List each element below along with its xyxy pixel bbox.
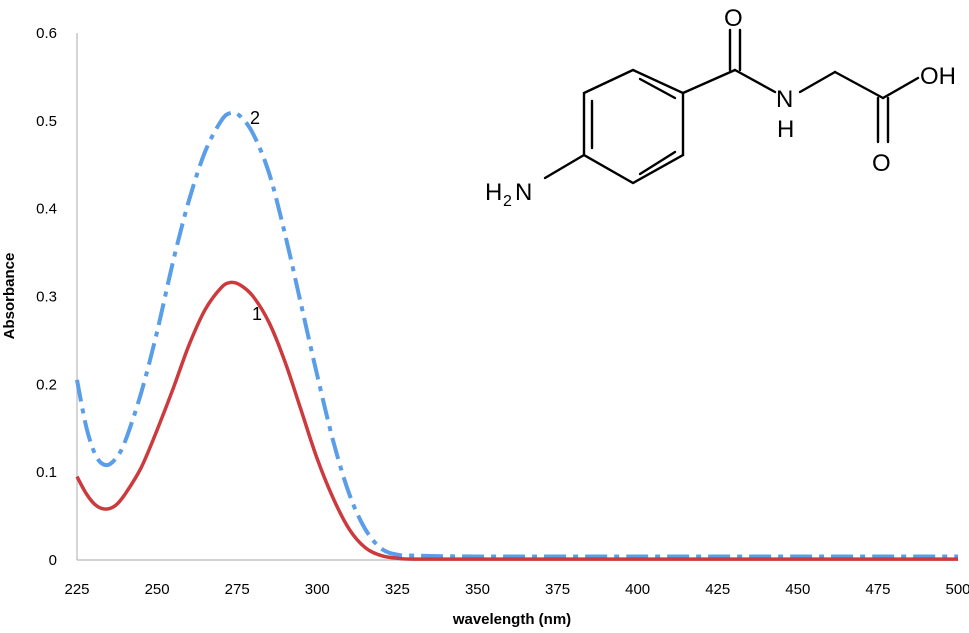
- x-tick-labels: 225 250 275 300 325 350 375 400 425 450 475 500: [64, 581, 969, 598]
- x-tick-label: 325: [385, 581, 410, 598]
- y-tick-label: 0.3: [36, 289, 57, 306]
- x-tick-label: 475: [865, 581, 890, 598]
- amide-bond: [733, 68, 777, 94]
- carbonyl-o-label: O: [724, 5, 743, 32]
- x-tick-label: 225: [64, 581, 89, 598]
- acid-oh-bond: [881, 76, 920, 100]
- x-tick-label: 250: [145, 581, 170, 598]
- y-axis-title: Absorbance: [1, 253, 18, 340]
- x-tick-label: 275: [225, 581, 250, 598]
- series-1-label: 1: [252, 304, 262, 324]
- y-tick-label: 0.6: [36, 25, 57, 42]
- y-tick-labels: 0 0.1 0.2 0.3 0.4 0.5 0.6: [36, 25, 57, 569]
- series-2-label: 2: [250, 108, 260, 128]
- x-tick-label: 375: [545, 581, 570, 598]
- amine-n-label: N: [515, 179, 532, 206]
- x-tick-label: 400: [625, 581, 650, 598]
- ch2-cooh-bond: [833, 70, 885, 100]
- benzene-ring: [582, 68, 685, 185]
- amide-h-label: H: [777, 116, 794, 143]
- amide-n-label: N: [776, 86, 793, 113]
- y-tick-label: 0.5: [36, 113, 57, 130]
- acid-o-label: O: [872, 150, 891, 177]
- x-axis-title: wavelength (nm): [452, 611, 571, 628]
- x-tick-label: 500: [945, 581, 969, 598]
- y-tick-label: 0.1: [36, 464, 57, 481]
- amine-bond: [543, 153, 586, 180]
- series-1-line: [75, 280, 958, 561]
- acid-oh-label: OH: [920, 63, 956, 90]
- y-tick-label: 0: [49, 552, 57, 569]
- x-tick-label: 450: [785, 581, 810, 598]
- ring-carbonyl-bond: [681, 68, 737, 95]
- x-tick-label: 425: [705, 581, 730, 598]
- x-tick-label: 300: [305, 581, 330, 598]
- series-2-line: [75, 110, 958, 559]
- axes: [76, 33, 958, 561]
- series-layer: [75, 110, 958, 561]
- chemical-structure: H 2 N N H O OH O: [485, 5, 956, 210]
- x-tick-label: 350: [465, 581, 490, 598]
- amine-sub-label: 2: [503, 193, 512, 210]
- amine-h-label: H: [485, 179, 502, 206]
- y-tick-label: 0.2: [36, 376, 57, 393]
- n-ch2-bond: [798, 70, 837, 94]
- y-tick-label: 0.4: [36, 201, 57, 218]
